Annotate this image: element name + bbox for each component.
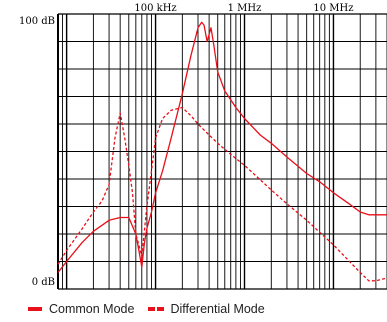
series-line-common-mode — [57, 21, 387, 273]
x-tick-label: 10 MHz — [313, 3, 353, 14]
chart-tick-labels: 100 dB 0 dB 100 kHz 1 MHz 10 MHz — [19, 3, 354, 288]
legend-item-differential-mode: Differential Mode — [148, 302, 265, 316]
legend-label-common-mode: Common Mode — [49, 302, 135, 316]
x-tick-label: 100 kHz — [134, 3, 176, 14]
legend-label-differential-mode: Differential Mode — [170, 302, 265, 316]
chart-series — [57, 21, 387, 282]
y-tick-label-top: 100 dB — [19, 16, 55, 27]
legend-swatch-solid — [28, 307, 42, 311]
y-tick-label-bottom: 0 dB — [32, 277, 55, 288]
series-line-differential-mode — [57, 106, 387, 282]
legend-swatch-dashed — [148, 307, 165, 311]
chart-legend: Common Mode Differential Mode — [28, 302, 279, 316]
chart: 100 dB 0 dB 100 kHz 1 MHz 10 MHz — [19, 3, 387, 290]
chart-grid — [57, 13, 387, 290]
legend-item-common-mode: Common Mode — [28, 302, 134, 316]
x-tick-label: 1 MHz — [228, 3, 262, 14]
